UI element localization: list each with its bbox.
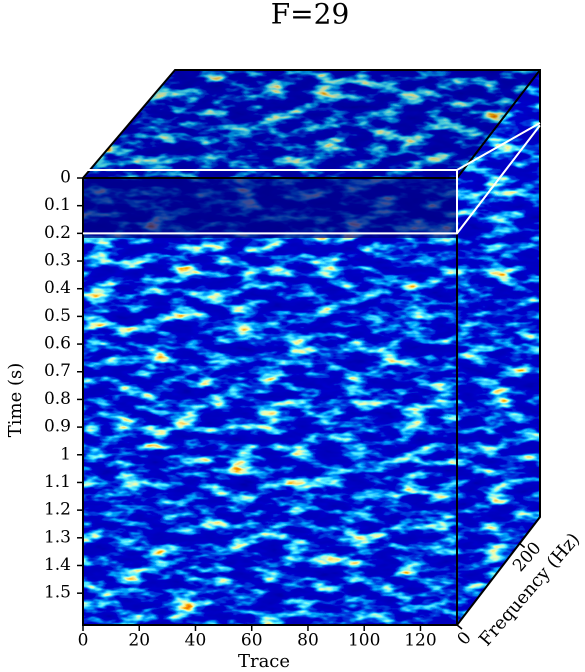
x-tick-label: 40 (185, 631, 207, 651)
x-tick-label: 60 (241, 631, 263, 651)
chart-title: F=29 (271, 0, 350, 31)
front-face-shade (83, 178, 457, 238)
y-tick-label: 0.7 (44, 361, 71, 381)
slice-line (456, 122, 541, 171)
x-tick-label: 0 (78, 631, 89, 651)
x-tick-label: 120 (404, 631, 436, 651)
x-axis-label: Trace (238, 651, 290, 672)
x-tick-label: 100 (348, 631, 380, 651)
front-face (83, 178, 457, 625)
y-tick-label: 0.5 (44, 306, 71, 326)
y-tick-label: 1.4 (44, 555, 71, 575)
y-tick-label: 0.4 (44, 278, 71, 298)
y-tick-label: 1.3 (44, 527, 71, 547)
z-tick-label: 0 (454, 628, 476, 649)
tick-mark (519, 542, 526, 549)
y-tick-label: 1 (60, 444, 71, 464)
y-axis-label: Time (s) (5, 363, 26, 438)
x-tick-label: 20 (128, 631, 150, 651)
y-tick-label: 0.3 (44, 251, 71, 271)
y-tick-label: 0.9 (44, 417, 71, 437)
y-tick-label: 0.8 (44, 389, 71, 409)
y-tick-label: 1.1 (44, 472, 71, 492)
y-tick-label: 0.6 (44, 334, 71, 354)
top-face-image (83, 70, 540, 178)
y-tick-label: 0 (60, 168, 71, 188)
tick-mark (456, 624, 463, 630)
y-tick-label: 0.1 (44, 195, 71, 215)
x-tick-label: 80 (297, 631, 319, 651)
cube (82, 69, 541, 626)
y-tick-label: 0.2 (44, 223, 71, 243)
side-face-image (457, 70, 540, 625)
y-tick-label: 1.2 (44, 500, 71, 520)
y-tick-label: 1.5 (44, 583, 71, 603)
